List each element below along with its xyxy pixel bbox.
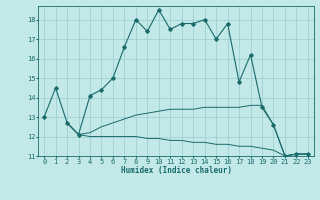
X-axis label: Humidex (Indice chaleur): Humidex (Indice chaleur) bbox=[121, 166, 231, 175]
